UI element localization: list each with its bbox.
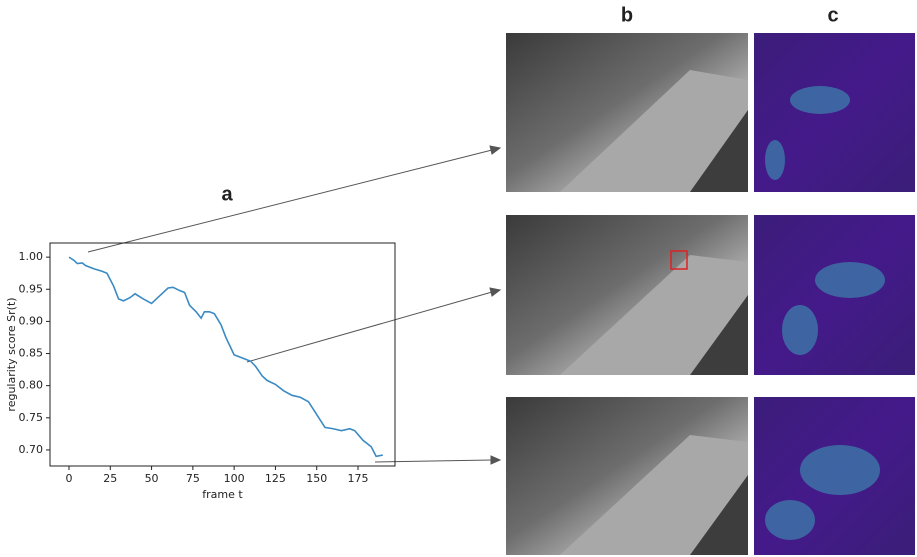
- data-line: [69, 257, 383, 456]
- panel-label: b: [621, 4, 633, 26]
- y-tick-label: 0.75: [19, 411, 44, 424]
- x-tick-label: 0: [65, 472, 72, 485]
- x-tick-label: 50: [145, 472, 159, 485]
- y-tick-label: 0.90: [19, 314, 44, 327]
- x-tick-label: 25: [103, 472, 117, 485]
- y-tick-label: 0.70: [19, 443, 44, 456]
- y-axis-label: regularity score Sr(t): [5, 297, 18, 411]
- y-tick-label: 1.00: [19, 250, 44, 263]
- y-tick-label: 0.85: [19, 347, 44, 360]
- x-tick-label: 125: [265, 472, 286, 485]
- panel-label: c: [827, 4, 838, 26]
- x-tick-label: 100: [224, 472, 245, 485]
- plot-frame: [50, 243, 395, 466]
- arrows: [88, 146, 500, 464]
- y-tick-label: 0.95: [19, 282, 44, 295]
- frames: [506, 33, 915, 555]
- x-tick-label: 75: [186, 472, 200, 485]
- x-tick-label: 175: [348, 472, 369, 485]
- x-tick-label: 150: [306, 472, 327, 485]
- x-axis-label: frame t: [202, 488, 243, 501]
- page: a b c 1.00 0.95 0.90 0.85 0.80 0.75 0.70 0 25 50 7…: [0, 0, 917, 557]
- y-tick-label: 0.80: [19, 379, 44, 392]
- figure: a b c 1.00 0.95 0.90 0.85 0.80 0.75 0.70 0 25 50 7…: [0, 0, 917, 557]
- panel-label: a: [221, 183, 233, 205]
